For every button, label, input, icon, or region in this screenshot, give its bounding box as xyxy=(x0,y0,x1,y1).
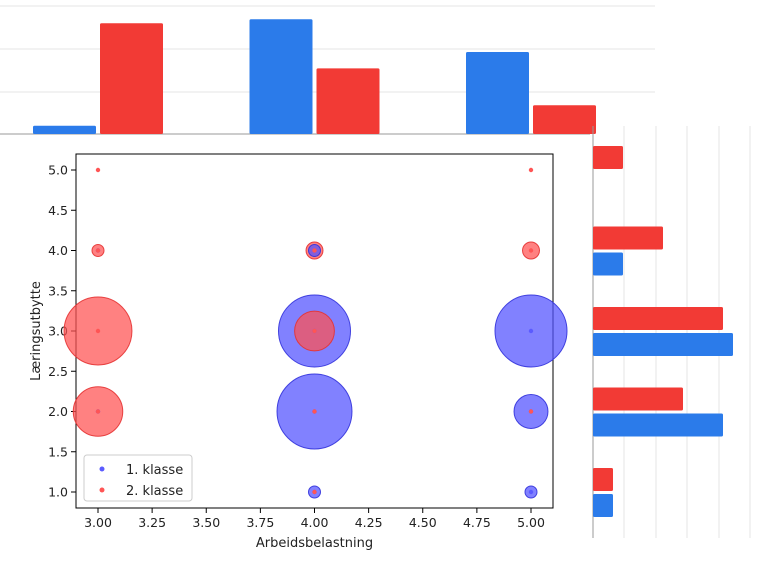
legend-marker-1-klasse xyxy=(99,466,105,472)
right-bar-1-klasse xyxy=(593,494,613,517)
scatter-plot: 3.00 3.25 3.50 3.75 4.00 4.25 4.50 4.75 5.00 1.0… xyxy=(29,153,568,551)
right-bar-2-klasse xyxy=(593,468,613,491)
point-1-klasse xyxy=(528,489,534,495)
right-marginal-histogram xyxy=(592,126,751,538)
y-tick-label: 2.0 xyxy=(48,404,68,419)
legend-marker-2-klasse xyxy=(99,487,105,493)
point-2-klasse xyxy=(528,409,534,414)
point-2-klasse xyxy=(312,328,317,334)
top-bar-1-klasse xyxy=(466,52,529,134)
point-2-klasse xyxy=(312,248,317,253)
legend: 1. klasse 2. klasse xyxy=(83,454,193,502)
y-axis-label: Læringsutbytte xyxy=(29,281,44,381)
legend-label-2-klasse: 2. klasse xyxy=(126,484,183,499)
right-bar-1-klasse xyxy=(593,413,723,437)
right-bar-1-klasse xyxy=(593,333,733,356)
right-bar-2-klasse xyxy=(593,226,663,250)
x-tick-label: 3.25 xyxy=(138,515,166,530)
y-tick-label: 1.5 xyxy=(48,444,68,459)
y-tick-label: 1.0 xyxy=(48,485,68,500)
x-tick-label: 5.00 xyxy=(517,515,545,530)
top-bar-1-klasse xyxy=(33,125,96,134)
right-bar-1-klasse xyxy=(593,252,623,276)
right-bar-2-klasse xyxy=(593,146,623,169)
x-tick-label: 3.00 xyxy=(84,515,112,530)
legend-label-1-klasse: 1. klasse xyxy=(126,463,183,478)
legend-box xyxy=(83,454,193,502)
point-1-klasse xyxy=(528,328,534,334)
point-2-klasse xyxy=(528,248,534,253)
y-tick-label: 2.5 xyxy=(48,364,68,379)
x-tick-label: 3.75 xyxy=(246,515,274,530)
y-tick-label: 3.0 xyxy=(48,324,68,339)
point-2-klasse xyxy=(95,167,101,173)
point-2-klasse xyxy=(95,248,101,253)
top-bar-1-klasse xyxy=(249,19,313,135)
point-2-klasse xyxy=(95,409,101,414)
top-marginal-histogram xyxy=(0,5,655,135)
right-bar-2-klasse xyxy=(593,387,683,411)
top-bar-2-klasse xyxy=(533,105,596,134)
x-tick-label: 4.75 xyxy=(463,515,491,530)
y-axis-ticks: 1.0 1.5 2.0 2.5 3.0 3.5 4.0 4.5 5.0 xyxy=(48,163,76,500)
y-tick-label: 3.5 xyxy=(48,283,68,298)
x-tick-label: 3.50 xyxy=(192,515,220,530)
x-axis-ticks: 3.00 3.25 3.50 3.75 4.00 4.25 4.50 4.75 5.00 xyxy=(84,508,545,530)
point-2-klasse xyxy=(312,409,317,414)
x-tick-label: 4.25 xyxy=(355,515,383,530)
x-axis-label: Arbeidsbelastning xyxy=(256,536,373,551)
y-tick-label: 4.0 xyxy=(48,243,68,258)
x-tick-label: 4.00 xyxy=(301,515,329,530)
point-2-klasse xyxy=(528,167,534,173)
y-tick-label: 5.0 xyxy=(48,163,68,178)
x-tick-label: 4.50 xyxy=(409,515,437,530)
right-bar-2-klasse xyxy=(593,307,723,330)
point-2-klasse xyxy=(312,489,317,495)
bubble-marks xyxy=(63,167,568,499)
top-bar-2-klasse xyxy=(316,68,380,134)
point-2-klasse xyxy=(95,328,101,334)
y-tick-label: 4.5 xyxy=(48,203,68,218)
top-bar-2-klasse xyxy=(100,23,163,134)
